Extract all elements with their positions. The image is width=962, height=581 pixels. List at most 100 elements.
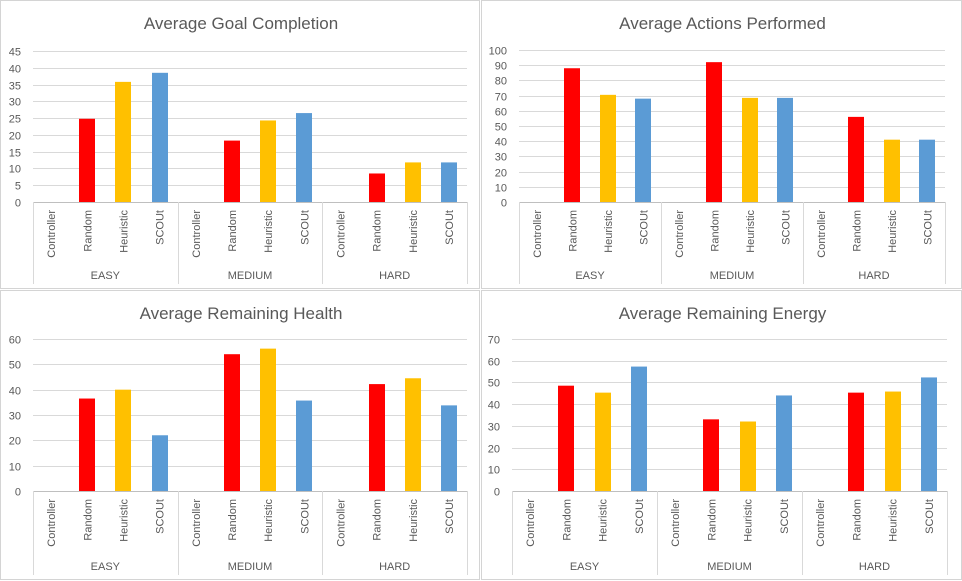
chart-svg: Average Remaining Energy 0 10 20 30 40 50 60 70 E… (488, 304, 948, 575)
category-label: Random (567, 210, 579, 252)
category-label: Random (227, 210, 239, 252)
category-label: SCOUt (155, 210, 167, 245)
y-tick-label: 10 (9, 462, 21, 474)
y-tick-label: 90 (495, 61, 507, 73)
y-tick-label: 45 (9, 47, 21, 59)
group-label: MEDIUM (228, 270, 273, 282)
y-tick-label: 20 (9, 436, 21, 448)
chart-svg: Average Actions Performed 0 10 20 30 40 50 60 70… (489, 14, 946, 284)
category-label: Controller (816, 210, 828, 258)
bar (115, 389, 131, 491)
chart-title: Average Remaining Energy (619, 304, 827, 323)
y-tick-label: 20 (495, 168, 507, 180)
category-label: Random (82, 210, 94, 252)
bar (296, 400, 312, 491)
chart-title: Average Actions Performed (619, 14, 826, 33)
category-label: SCOUt (155, 499, 167, 534)
category-label: Heuristic (408, 499, 420, 542)
y-tick-label: 10 (488, 465, 500, 477)
bar (631, 366, 647, 491)
category-label: Random (851, 210, 863, 252)
bar (369, 173, 385, 202)
category-label: Random (372, 210, 384, 252)
category-label: Heuristic (598, 499, 610, 542)
category-label: Heuristic (743, 499, 755, 542)
bar (260, 348, 276, 491)
y-tick-label: 40 (488, 400, 500, 412)
group-label: MEDIUM (707, 561, 752, 573)
category-label: Heuristic (408, 210, 420, 253)
category-label: Heuristic (263, 210, 275, 253)
category-label: Controller (525, 499, 537, 547)
category-label: Random (372, 499, 384, 541)
bar (564, 68, 580, 203)
category-label: SCOUt (634, 499, 646, 534)
category-label: Heuristic (888, 499, 900, 542)
bar (595, 392, 611, 491)
bar (635, 98, 651, 202)
bar (260, 120, 276, 202)
y-tick-label: 100 (489, 46, 507, 58)
y-tick-label: 70 (495, 92, 507, 104)
group-label: EASY (570, 561, 600, 573)
y-tick-label: 40 (9, 386, 21, 398)
category-label: SCOUt (922, 210, 934, 245)
y-tick-label: 50 (488, 378, 500, 390)
category-label: SCOUt (924, 499, 936, 534)
category-label: Heuristic (263, 499, 275, 542)
category-label: SCOUt (299, 210, 311, 245)
y-tick-label: 0 (15, 198, 21, 210)
bar (79, 398, 95, 491)
bar (919, 139, 935, 202)
y-tick-label: 30 (495, 152, 507, 164)
group-label: HARD (858, 270, 889, 282)
category-label: Controller (191, 499, 203, 547)
y-tick-label: 40 (9, 64, 21, 76)
category-label: Random (561, 499, 573, 541)
chart-svg: Average Goal Completion 0 5 10 15 20 25 30 35 40 4… (9, 14, 468, 284)
y-tick-label: 60 (9, 335, 21, 347)
bar (706, 62, 722, 202)
chart-title: Average Remaining Health (140, 304, 343, 323)
bar (921, 377, 937, 491)
category-label: Heuristic (887, 210, 899, 253)
category-label: Heuristic (603, 210, 615, 253)
y-tick-label: 15 (9, 148, 21, 160)
chart-title: Average Goal Completion (144, 14, 338, 33)
y-tick-label: 40 (495, 137, 507, 149)
y-tick-label: 35 (9, 81, 21, 93)
group-label: EASY (575, 270, 605, 282)
y-tick-label: 10 (495, 183, 507, 195)
category-label: SCOUt (444, 499, 456, 534)
y-tick-label: 50 (495, 122, 507, 134)
y-tick-label: 70 (488, 335, 500, 347)
category-label: Heuristic (745, 210, 757, 253)
chart-panel-remaining-health: Average Remaining Health 0 10 20 30 40 50 60 EAS… (0, 290, 480, 580)
y-tick-label: 20 (488, 444, 500, 456)
y-tick-label: 25 (9, 114, 21, 126)
category-label: SCOUt (444, 210, 456, 245)
bar (600, 94, 616, 202)
bar (441, 405, 457, 491)
y-tick-label: 0 (501, 198, 507, 210)
bar (224, 140, 240, 202)
y-tick-label: 80 (495, 76, 507, 88)
group-label: MEDIUM (710, 270, 755, 282)
y-tick-label: 60 (488, 357, 500, 369)
category-label: Controller (335, 210, 347, 258)
bar (115, 81, 131, 202)
bar (152, 435, 168, 491)
bar (884, 139, 900, 202)
category-label: Controller (532, 210, 544, 258)
category-label: Heuristic (118, 210, 130, 253)
bar (742, 97, 758, 202)
y-tick-label: 10 (9, 164, 21, 176)
category-label: SCOUt (299, 499, 311, 534)
category-label: Random (706, 499, 718, 541)
category-label: Controller (670, 499, 682, 547)
bar (776, 395, 792, 491)
bar (224, 354, 240, 491)
group-label: MEDIUM (228, 561, 273, 573)
y-tick-label: 30 (9, 97, 21, 109)
group-label: HARD (859, 561, 890, 573)
